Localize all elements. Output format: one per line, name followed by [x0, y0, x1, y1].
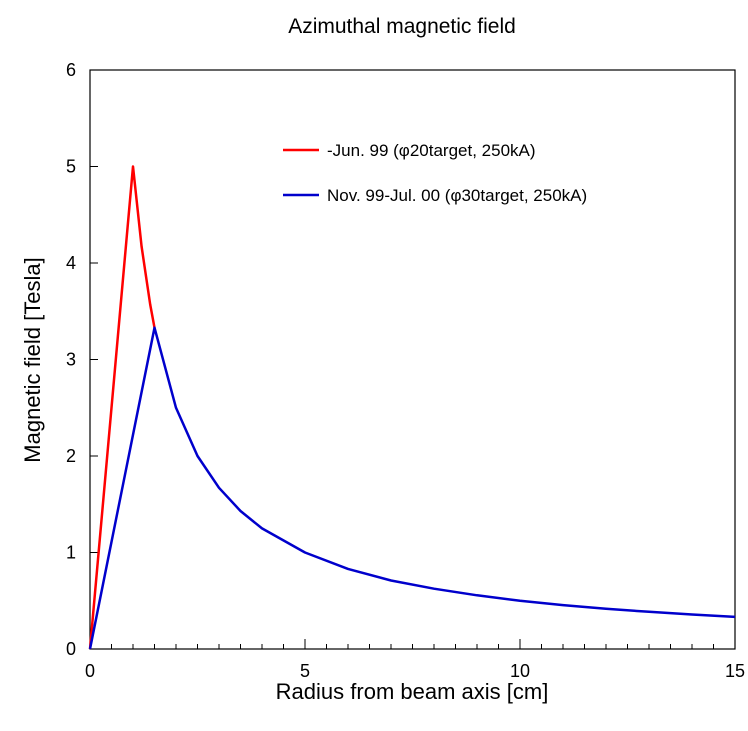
x-tick-label: 5 — [300, 661, 310, 681]
x-axis-title: Radius from beam axis [cm] — [276, 679, 549, 704]
series-lines — [88, 165, 736, 650]
x-tick-label: 10 — [510, 661, 530, 681]
y-tick-label: 4 — [66, 253, 76, 273]
x-axis-ticks — [89, 639, 736, 649]
series-line-1 — [88, 165, 156, 650]
legend-label-series-1: -Jun. 99 (φ20target, 250kA) — [327, 141, 536, 160]
y-tick-label: 3 — [66, 350, 76, 370]
legend-label-series-2: Nov. 99-Jul. 00 (φ30target, 250kA) — [327, 186, 587, 205]
y-tick-label: 2 — [66, 446, 76, 466]
x-tick-label: 15 — [725, 661, 745, 681]
y-tick-label: 0 — [66, 639, 76, 659]
x-tick-label: 0 — [85, 661, 95, 681]
y-tick-label: 6 — [66, 60, 76, 80]
y-tick-label: 1 — [66, 543, 76, 563]
y-axis-title: Magnetic field [Tesla] — [20, 257, 45, 462]
series-line-2 — [88, 326, 736, 650]
chart-title: Azimuthal magnetic field — [288, 15, 516, 38]
x-axis-tick-labels: 0 5 10 15 — [85, 661, 745, 681]
y-axis-ticks — [90, 69, 98, 650]
legend: -Jun. 99 (φ20target, 250kA) Nov. 99-Jul.… — [283, 141, 587, 205]
y-axis-tick-labels: 0 1 2 3 4 5 6 — [66, 60, 76, 659]
y-tick-label: 5 — [66, 157, 76, 177]
